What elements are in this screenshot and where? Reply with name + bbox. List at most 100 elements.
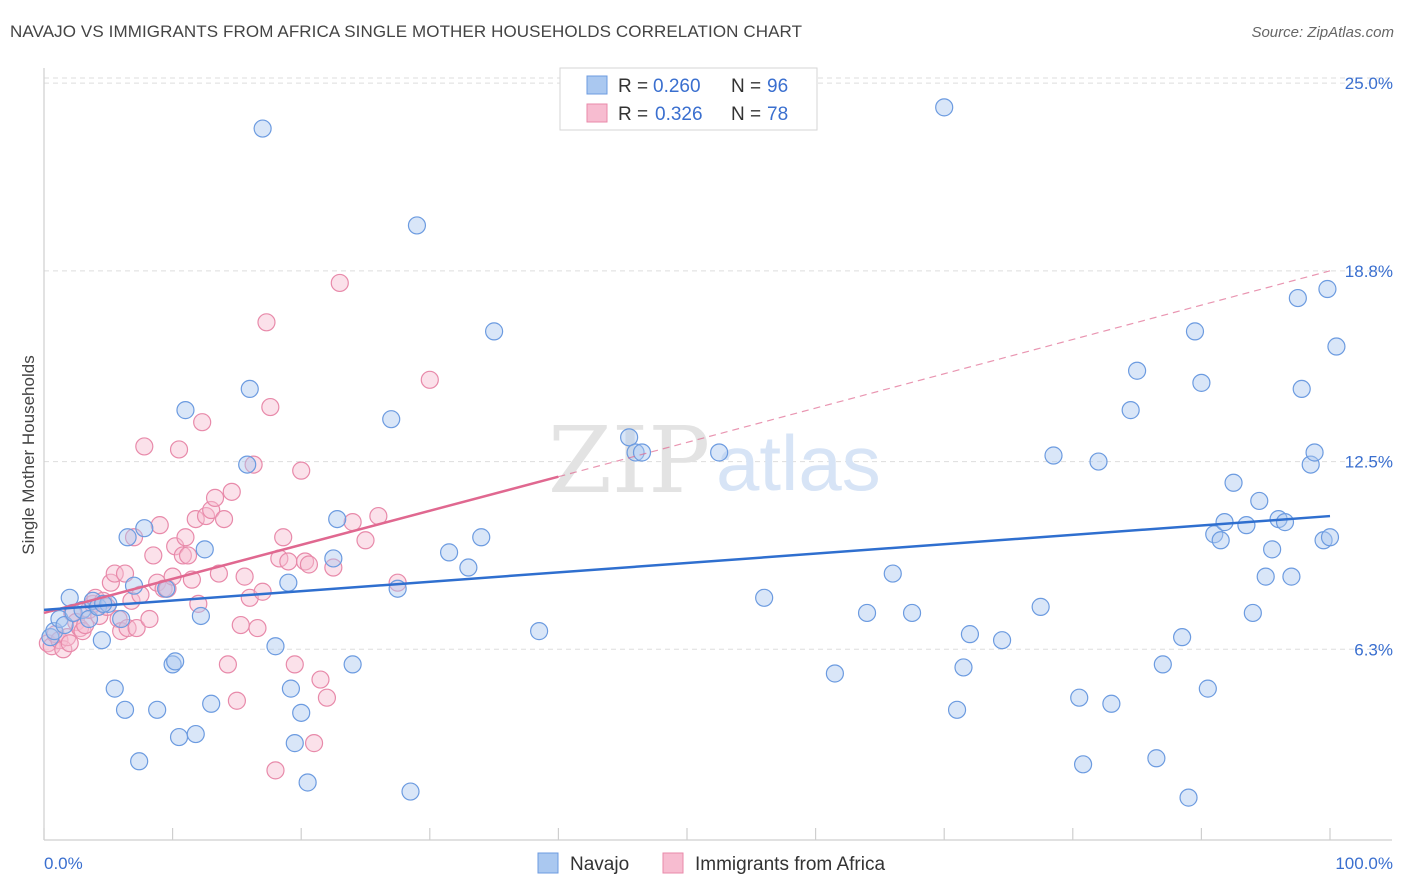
africa-point-38: [173, 546, 192, 565]
navajo-point-15: [115, 700, 135, 719]
gridlines: [44, 77, 1392, 650]
africa-point-65: [285, 655, 304, 674]
navajo-point-47: [459, 558, 478, 577]
y-axis-label: Single Mother Households: [19, 355, 38, 554]
africa-point-48: [209, 564, 228, 583]
navajo-point-65: [1031, 597, 1050, 616]
navajo-point-50: [530, 622, 549, 641]
africa-point-53: [231, 615, 250, 635]
series-immigrants-from-africa: [38, 273, 439, 780]
navajo-point-37: [292, 703, 311, 722]
navajo-trend-line: [43, 514, 1331, 612]
legend-swatch-navajo: [586, 75, 608, 95]
y-tick-label-3: 25.0%: [1345, 74, 1393, 93]
legend-n-label-navajo: N =: [731, 76, 761, 97]
navajo-point-83: [1224, 473, 1243, 492]
legend-n-label-africa: N =: [731, 104, 761, 125]
navajo-point-57: [857, 603, 877, 623]
africa-trend-line: [43, 475, 559, 615]
africa-point-25: [124, 528, 144, 547]
navajo-point-69: [1089, 452, 1108, 471]
navajo-point-73: [1147, 749, 1166, 768]
navajo-point-38: [298, 773, 317, 792]
africa-point-40: [178, 546, 198, 565]
navajo-point-41: [343, 655, 362, 674]
navajo-point-27: [191, 606, 210, 626]
navajo-point-45: [407, 216, 427, 235]
africa-point-74: [343, 513, 362, 532]
navajo-point-59: [902, 603, 922, 623]
navajo-point-34: [279, 573, 298, 592]
navajo-point-30: [238, 455, 257, 474]
navajo-point-60: [935, 98, 954, 117]
africa-point-29: [140, 609, 159, 629]
navajo-point-46: [439, 543, 459, 562]
africa-point-75: [356, 531, 375, 550]
africa-point-26: [127, 618, 146, 638]
axes: [43, 68, 1392, 841]
navajo-point-24: [169, 727, 189, 747]
navajo-point-96: [1320, 528, 1340, 547]
y-tick-label-2: 18.8%: [1345, 262, 1393, 281]
navajo-point-13: [105, 679, 124, 698]
x-tick-marks: [43, 828, 1331, 840]
navajo-point-18: [130, 752, 149, 771]
africa-point-32: [150, 516, 169, 535]
navajo-point-70: [1102, 694, 1121, 713]
series-navajo: [41, 98, 1346, 807]
africa-point-66: [292, 461, 311, 480]
africa-point-37: [169, 440, 189, 459]
x-tick-label-1: 100.0%: [1335, 854, 1393, 873]
zipatlas-watermark: ZIP atlas: [548, 407, 881, 514]
navajo-point-97: [1305, 443, 1324, 462]
navajo-point-67: [1070, 688, 1089, 707]
navajo-point-10: [92, 631, 111, 650]
africa-point-18: [101, 573, 120, 592]
navajo-point-99: [1318, 279, 1337, 299]
navajo-point-63: [960, 625, 980, 644]
navajo-point-93: [1292, 379, 1311, 399]
africa-trend-extension: [558, 270, 1331, 478]
africa-point-69: [304, 734, 324, 753]
navajo-point-77: [1185, 322, 1205, 341]
x-tick-labels: 0.0% 100.0%: [44, 854, 1393, 873]
legend-swatch-africa: [586, 103, 608, 123]
africa-point-28: [135, 437, 154, 456]
africa-point-22: [115, 564, 135, 583]
navajo-point-86: [1250, 491, 1269, 511]
correlation-legend: R = 0.260 N = 96 R = 0.326 N = 78: [559, 67, 818, 131]
africa-point-44: [193, 413, 212, 432]
navajo-point-98: [1327, 337, 1346, 356]
navajo-point-84: [1237, 516, 1256, 535]
navajo-point-74: [1153, 655, 1172, 674]
navajo-point-72: [1127, 361, 1147, 380]
africa-point-59: [257, 313, 276, 332]
navajo-point-36: [285, 734, 304, 753]
africa-point-52: [227, 691, 246, 710]
trend-lines: [43, 270, 1331, 615]
legend-swatch-navajo-bottom: [537, 852, 559, 874]
legend-r-value-africa: 0.326: [655, 104, 703, 125]
legend-n-value-africa: 78: [767, 104, 788, 125]
navajo-point-78: [1192, 373, 1211, 392]
navajo-point-87: [1256, 567, 1275, 586]
africa-point-60: [261, 397, 280, 417]
legend-label-africa: Immigrants from Africa: [695, 854, 885, 875]
africa-point-68: [299, 555, 319, 574]
africa-point-57: [248, 618, 267, 638]
africa-point-6: [60, 634, 79, 653]
legend-r-value-navajo: 0.260: [653, 76, 701, 97]
navajo-point-14: [112, 609, 131, 629]
navajo-point-23: [166, 652, 185, 671]
navajo-point-3: [55, 615, 74, 635]
africa-point-30: [144, 546, 163, 565]
africa-point-39: [176, 528, 195, 547]
watermark-atlas: atlas: [716, 419, 881, 507]
africa-point-50: [218, 655, 237, 674]
navajo-point-94: [1301, 455, 1320, 474]
africa-point-36: [166, 537, 185, 556]
navajo-point-61: [947, 700, 967, 719]
navajo-point-42: [382, 410, 401, 429]
navajo-point-49: [485, 322, 504, 341]
x-tick-label-0: 0.0%: [44, 854, 83, 873]
